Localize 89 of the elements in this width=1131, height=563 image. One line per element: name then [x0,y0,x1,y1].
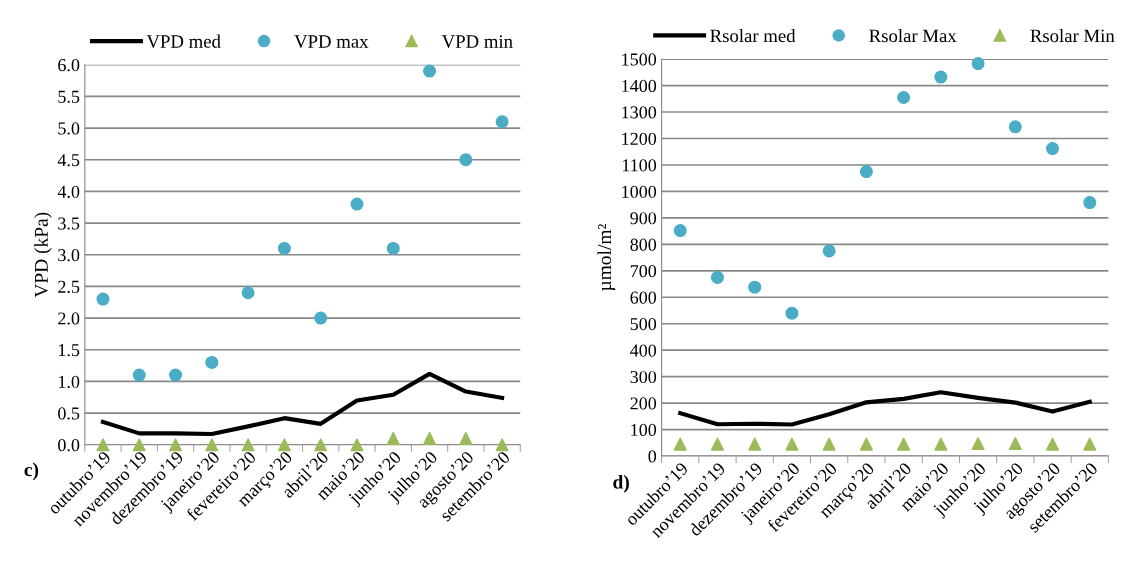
y-tick-label: 800 [630,238,657,251]
point [132,438,146,452]
point [822,437,836,451]
legend-label: Rsolar Max [869,28,957,43]
y-tick-label: 5.5 [58,90,80,103]
y-tick-label: 1.0 [58,375,80,388]
point [934,437,948,451]
point [785,437,799,451]
legend-label: Rsolar Min [1030,28,1115,43]
point [822,244,836,258]
y-tick-label: 4.5 [57,154,80,167]
y-tick-label: 300 [630,370,657,384]
line-series [100,371,505,437]
point [96,438,110,452]
point [386,241,400,255]
point [1046,142,1060,156]
point [1008,120,1022,134]
y-tick-label: 600 [630,291,657,304]
point [971,437,985,451]
point [205,438,219,452]
point [350,197,364,211]
point [495,438,509,452]
point [710,437,724,451]
legend-label: VPD max [294,35,369,48]
point [169,368,183,382]
point [748,437,762,451]
point [169,438,183,452]
y-tick-label: 0.5 [58,407,80,420]
y-tick-label: 1200 [622,132,657,145]
y-tick-label: 100 [631,423,657,437]
point [859,165,873,179]
point [1008,437,1022,451]
point [897,437,911,451]
line-series [678,390,1092,427]
y-tick-label: 5.0 [58,122,80,135]
text: d) [613,475,629,493]
y-tick-label: 1100 [622,159,657,172]
point [459,431,473,445]
y-tick-label: 700 [630,265,657,278]
point [314,438,328,452]
point [459,153,473,167]
y-tick-label: 2.0 [58,312,80,325]
y-tick-label: 1000 [622,185,657,198]
legend-label: Rsolar med [710,28,796,43]
y-tick-label: 3.5 [58,217,80,230]
point [241,286,255,300]
y-tick-label: 2.5 [58,280,80,293]
y-tick-label: 1300 [622,106,657,119]
point [748,280,762,294]
legend-label: VPD med [146,34,221,48]
y-tick-label: 400 [630,344,657,357]
point [241,438,255,452]
legend-label: VPD min [441,35,513,48]
point [423,64,437,78]
point [1083,196,1097,210]
y-tick-label: 1400 [622,79,657,93]
y-tick-label: 900 [630,212,657,225]
point [785,306,799,320]
point [277,241,291,255]
y-tick-label: 200 [630,397,657,410]
point [673,224,687,238]
y-tick-label: 6.0 [58,59,80,72]
point [859,437,873,451]
point [710,270,724,284]
point [1046,437,1060,451]
point [495,115,509,129]
point [350,438,364,452]
y-tick-label: 3.0 [58,249,80,262]
point [1083,437,1097,451]
point [277,438,291,452]
point [423,431,437,445]
point [971,57,985,71]
point [673,437,687,451]
point [897,90,911,104]
y-tick-label: 0.0 [58,439,80,452]
y-axis-title: VPD (kPa) [34,212,52,298]
point [132,368,146,382]
y-tick-label: 1500 [622,53,657,66]
text: c) [24,462,39,481]
y-tick-label: 0 [648,450,657,463]
point [386,431,400,445]
point [934,70,948,84]
y-tick-label: 4.0 [57,185,80,198]
y-tick-label: 500 [630,317,657,331]
point [96,292,110,306]
y-axis-title: µmol/m² [597,224,616,291]
point [205,355,219,369]
point [314,311,328,325]
y-tick-label: 1.5 [58,344,80,357]
